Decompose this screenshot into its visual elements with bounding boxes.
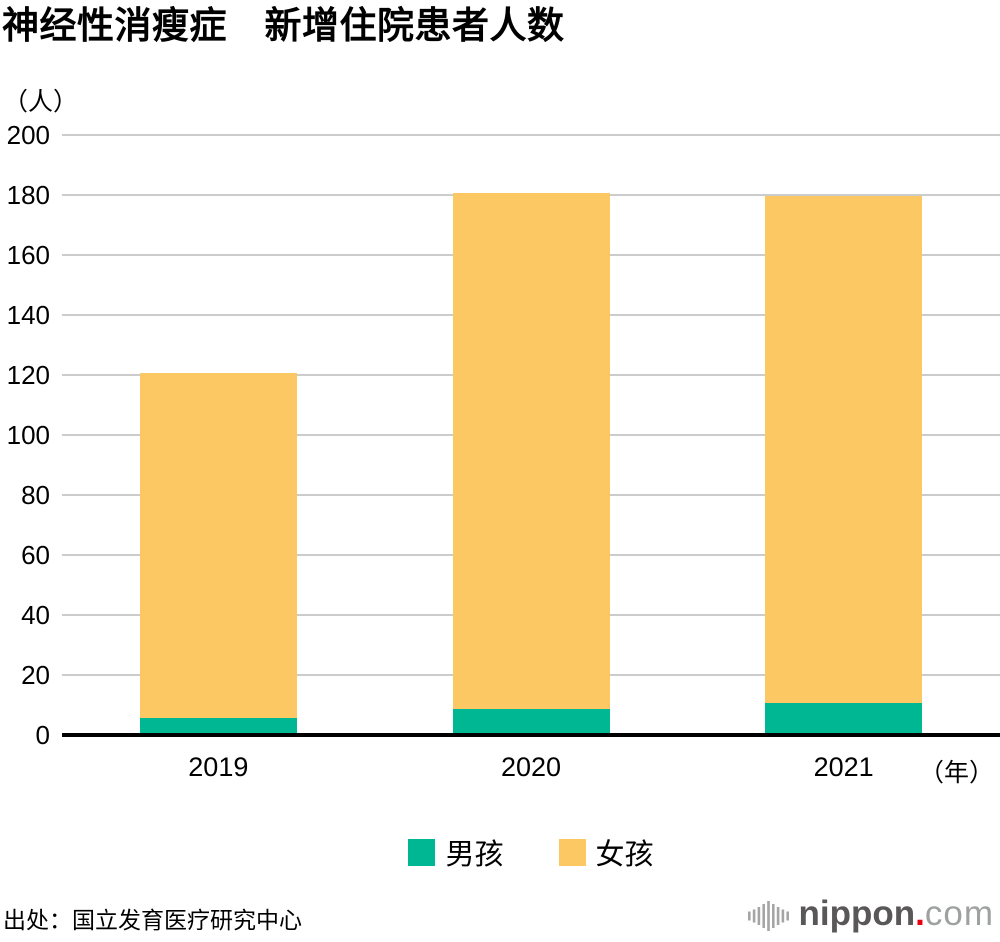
bar-2019-女孩 <box>139 373 297 718</box>
logo-dot: . <box>915 894 925 933</box>
bar-2020-女孩 <box>452 193 610 709</box>
y-tick-label-60: 60 <box>21 540 50 570</box>
y-tick-label-100: 100 <box>6 420 50 450</box>
legend-item-男孩: 男孩 <box>408 831 504 873</box>
y-tick-label-80: 80 <box>21 480 50 510</box>
gridline-200 <box>62 134 1000 136</box>
y-tick-label-160: 160 <box>6 240 50 270</box>
source-label: 出处：国立发育医疗研究中心 <box>3 907 302 933</box>
legend-item-女孩: 女孩 <box>558 831 654 873</box>
logo-brand-text: nippon <box>798 894 916 933</box>
y-tick-label-0: 0 <box>35 720 50 750</box>
x-tick-label-2020: 2020 <box>500 752 562 782</box>
y-tick-label-180: 180 <box>6 180 50 210</box>
legend-swatch-男孩 <box>408 838 436 866</box>
x-tick-label-2021: 2021 <box>813 752 874 782</box>
bar-2021-女孩 <box>765 196 923 703</box>
legend-label-男孩: 男孩 <box>445 839 504 871</box>
y-tick-label-20: 20 <box>21 660 50 690</box>
legend-swatch-女孩 <box>558 838 586 866</box>
legend: 男孩 女孩 <box>62 831 1000 873</box>
x-axis-unit-label: （年） <box>918 759 994 787</box>
y-tick-label-200: 200 <box>6 120 50 150</box>
soundwave-icon <box>747 901 789 931</box>
x-axis-line <box>62 733 1000 737</box>
y-tick-label-120: 120 <box>6 360 50 390</box>
bar-2019-男孩 <box>139 718 297 733</box>
y-axis-unit-label: （人） <box>3 88 79 116</box>
logo-tld-text: com <box>924 894 994 933</box>
y-tick-label-140: 140 <box>6 300 50 330</box>
bar-2020-男孩 <box>452 709 610 733</box>
x-tick-label-2019: 2019 <box>188 752 249 782</box>
nippon-logo: nippon. com <box>747 894 994 934</box>
chart-title: 神经性消瘦症 新增住院患者人数 <box>2 5 565 46</box>
legend-label-女孩: 女孩 <box>595 839 654 871</box>
bar-2021-男孩 <box>765 703 923 733</box>
y-tick-label-40: 40 <box>21 600 50 630</box>
